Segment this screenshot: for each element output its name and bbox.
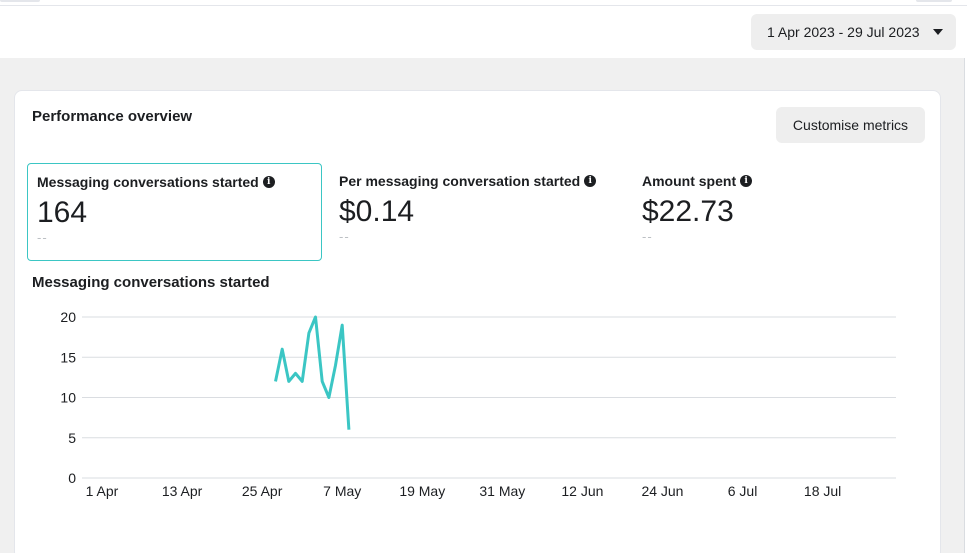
metric-label: Amount spent i (642, 173, 919, 189)
y-tick-label: 15 (60, 349, 76, 365)
x-tick-label: 19 May (399, 483, 445, 499)
metric-label: Per messaging conversation started i (339, 173, 616, 189)
metric-label: Messaging conversations started i (37, 174, 312, 190)
top-tab-stub-right (916, 0, 952, 2)
metric-card-cost-per-conversation[interactable]: Per messaging conversation started i $0.… (330, 163, 625, 261)
metric-comparison: -- (37, 230, 48, 245)
info-icon[interactable]: i (262, 176, 275, 188)
x-tick-label: 12 Jun (561, 483, 603, 499)
x-tick-label: 24 Jun (641, 483, 683, 499)
right-panel-edge (964, 58, 967, 553)
card-title: Performance overview (32, 108, 193, 125)
metric-comparison: -- (642, 229, 653, 244)
top-divider (0, 5, 967, 6)
x-tick-label: 31 May (479, 483, 525, 499)
metric-card-amount-spent[interactable]: Amount spent i $22.73 -- (633, 163, 928, 261)
top-bar: 1 Apr 2023 - 29 Jul 2023 (0, 0, 967, 58)
metric-value: $22.73 (642, 195, 734, 228)
x-tick-label: 6 Jul (728, 483, 758, 499)
date-range-label: 1 Apr 2023 - 29 Jul 2023 (767, 24, 920, 40)
y-tick-label: 20 (60, 309, 76, 325)
info-icon[interactable]: i (584, 175, 597, 187)
metric-card-messaging-conversations[interactable]: Messaging conversations started i 164 -- (27, 163, 322, 261)
x-tick-label: 25 Apr (242, 483, 283, 499)
series-line[interactable] (274, 315, 351, 430)
x-tick-label: 7 May (323, 483, 361, 499)
date-range-picker[interactable]: 1 Apr 2023 - 29 Jul 2023 (751, 14, 956, 50)
info-icon[interactable]: i (740, 175, 753, 187)
y-tick-label: 10 (60, 390, 76, 406)
performance-overview-card: Performance overview Customise metrics M… (14, 90, 941, 553)
metric-value: 164 (37, 196, 88, 229)
x-tick-label: 13 Apr (162, 483, 203, 499)
line-chart: 0 5 10 15 20 1 Apr 13 Apr 25 Apr 7 May 19 May 31 M… (60, 309, 896, 499)
caret-down-icon (933, 29, 943, 35)
x-tick-label: 18 Jul (804, 483, 841, 499)
x-tick-label: 1 Apr (86, 483, 119, 499)
metric-value: $0.14 (339, 195, 415, 228)
customise-metrics-button[interactable]: Customise metrics (776, 107, 925, 143)
y-tick-label: 0 (68, 470, 76, 486)
y-tick-label: 5 (68, 430, 76, 446)
metric-comparison: -- (339, 229, 350, 244)
top-tab-stub-left (0, 0, 40, 2)
chart-title: Messaging conversations started (32, 274, 270, 291)
